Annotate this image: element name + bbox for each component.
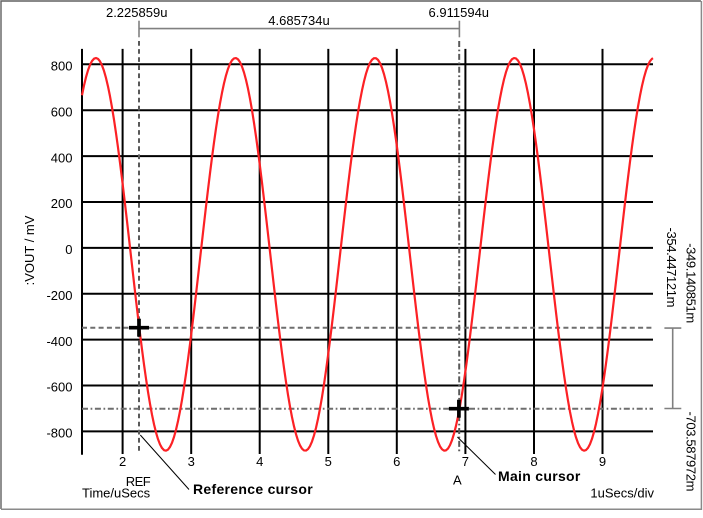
svg-text:200: 200 (51, 196, 73, 211)
svg-text:4.685734u: 4.685734u (268, 13, 329, 28)
svg-text:6.911594u: 6.911594u (429, 5, 490, 20)
svg-text:6: 6 (393, 454, 400, 469)
svg-text:2.225859u: 2.225859u (106, 5, 167, 20)
svg-text::VOUT / mV: :VOUT / mV (22, 215, 37, 285)
svg-text:4: 4 (256, 454, 263, 469)
svg-text:2: 2 (119, 454, 126, 469)
svg-text:600: 600 (51, 104, 73, 119)
svg-text:-703.587972m: -703.587972m (684, 411, 699, 491)
svg-text:-349.140851m: -349.140851m (683, 243, 698, 323)
svg-text:-600: -600 (46, 380, 72, 395)
svg-text:5: 5 (325, 454, 332, 469)
svg-text:7: 7 (462, 454, 469, 469)
svg-text:-400: -400 (46, 334, 72, 349)
svg-text:400: 400 (51, 150, 73, 165)
svg-text:-200: -200 (46, 288, 72, 303)
svg-text:0: 0 (65, 242, 72, 257)
svg-text:-354.447121m: -354.447121m (664, 227, 679, 307)
svg-text:8: 8 (530, 454, 537, 469)
svg-text:Reference cursor: Reference cursor (193, 481, 313, 497)
svg-text:800: 800 (51, 59, 73, 74)
svg-text:-800: -800 (46, 426, 72, 441)
svg-text:Time/uSecs: Time/uSecs (82, 486, 151, 501)
svg-text:REF: REF (126, 474, 151, 489)
svg-text:3: 3 (188, 454, 195, 469)
svg-text:9: 9 (599, 454, 606, 469)
svg-text:Main cursor: Main cursor (498, 468, 581, 484)
svg-text:A: A (453, 473, 462, 488)
svg-text:1uSecs/div: 1uSecs/div (590, 486, 654, 501)
